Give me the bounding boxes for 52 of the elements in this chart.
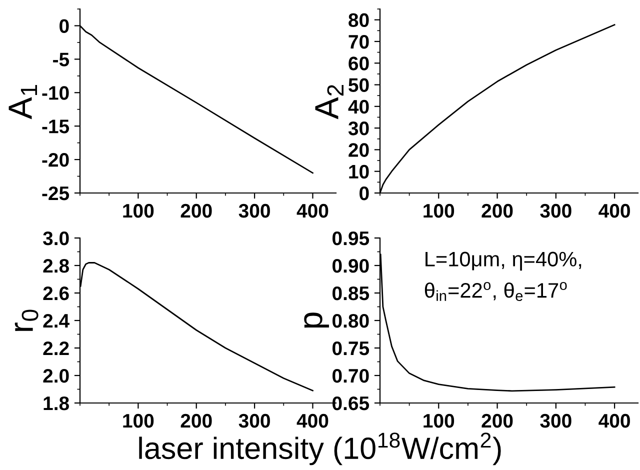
- y-tick-label: 2.2: [43, 341, 69, 356]
- y-tick-label: 60: [348, 56, 369, 70]
- x-tick-label: 100: [424, 204, 454, 218]
- y-axis-title: A$_{2}$: [315, 84, 344, 120]
- y-tick-label: 2.4: [43, 314, 70, 328]
- y-tick-label: 0.90: [332, 258, 369, 273]
- x-tick-label: 200: [482, 204, 513, 218]
- y-tick-label: 1.8: [44, 396, 69, 410]
- x-tick-label: 400: [296, 204, 328, 218]
- x-tick-label: 300: [540, 204, 572, 218]
- y-tick-label: 80: [348, 13, 369, 28]
- y-tick-label: 0: [360, 186, 369, 200]
- y-tick-label: -25: [42, 186, 70, 200]
- y-tick-label: 30: [348, 122, 369, 136]
- y-tick-label: 2.0: [43, 368, 69, 383]
- y-tick-label: 3.0: [43, 231, 69, 246]
- y-tick-label: 0: [60, 19, 69, 33]
- y-axis-title: A$_{1}$: [8, 84, 38, 120]
- x-tick-label: 400: [296, 414, 328, 428]
- y-tick-label: -20: [42, 153, 69, 167]
- y-tick-label: 0.95: [332, 231, 370, 246]
- y-tick-label: 0.65: [332, 396, 370, 410]
- y-tick-label: 2.6: [43, 286, 69, 300]
- y-tick-label: -10: [42, 86, 69, 100]
- x-tick-label: 400: [598, 414, 630, 428]
- y-axis-title: p: [304, 312, 329, 328]
- y-tick-label: 40: [348, 100, 369, 114]
- y-tick-label: 70: [348, 34, 369, 49]
- y-tick-label: 0.85: [332, 286, 370, 300]
- x-tick-label: 300: [540, 414, 572, 428]
- annotation: L=10μm, η=40%,: [426, 252, 582, 271]
- y-tick-label: 50: [348, 78, 369, 92]
- x-tick-label: 300: [238, 204, 270, 218]
- y-axis-title: r$_{0}$: [14, 310, 38, 331]
- x-tick-label: 100: [424, 414, 454, 428]
- x-tick-label: 200: [180, 414, 212, 428]
- x-tick-label: 100: [123, 414, 154, 428]
- y-tick-label: -5: [53, 52, 70, 66]
- x-tick-label: 400: [598, 204, 630, 218]
- y-tick-label: 2.8: [43, 258, 69, 273]
- x-tick-label: 200: [180, 204, 212, 218]
- y-tick-label: 20: [348, 143, 369, 157]
- y-tick-label: 0.70: [332, 368, 369, 383]
- x-tick-label: 100: [123, 204, 154, 218]
- y-tick-label: 0.75: [332, 341, 370, 356]
- y-tick-label: 10: [349, 164, 369, 179]
- x-tick-label: 300: [238, 414, 270, 428]
- annotation: θ$_{in}$=22$^{o}$, θ$_{e}$=17$^{o}$: [424, 282, 567, 302]
- x-tick-label: 200: [482, 414, 513, 428]
- x-axis-title: laser intensity (10$^{18}$W/cm$^{2}$): [139, 432, 501, 466]
- y-tick-label: 0.80: [332, 314, 369, 328]
- y-tick-label: -15: [42, 120, 70, 134]
